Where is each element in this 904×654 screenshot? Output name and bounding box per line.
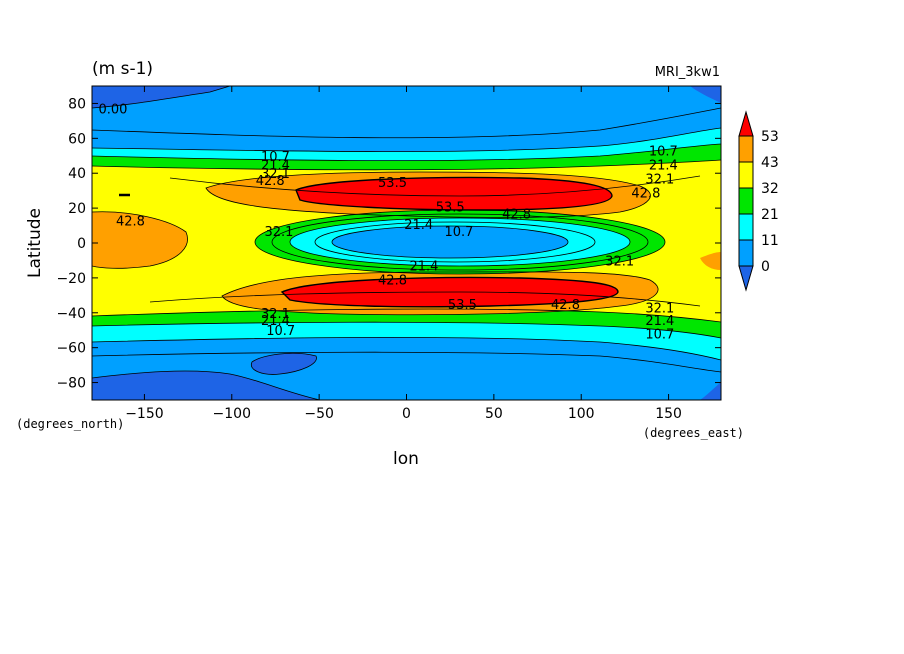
contour-label: 10.7: [444, 225, 473, 240]
contour-label: 53.5: [448, 298, 477, 313]
x-tick-label: −150: [125, 406, 163, 422]
contour-label: 21.4: [261, 159, 290, 174]
colorbar-label: 11: [761, 233, 779, 249]
band-below-0-ne: [690, 86, 721, 103]
x-axis-title: lon: [393, 449, 419, 469]
colorbar-bottom-arrow: [738, 265, 754, 292]
contour-label: 10.7: [266, 324, 295, 339]
contour-label: 53.5: [436, 200, 465, 215]
colorbar-label: 43: [761, 155, 779, 171]
contour-label: 53.5: [378, 176, 407, 191]
colorbar-label: 32: [761, 181, 779, 197]
x-tick-label: 100: [568, 406, 595, 422]
contour-label: 21.4: [261, 314, 290, 329]
contour-label: 21.4: [404, 218, 433, 233]
contour-label: 42.8: [378, 274, 407, 289]
x-tick-label: −50: [304, 406, 334, 422]
y-tick-label: 60: [68, 131, 86, 147]
colorbar-label: 53: [761, 129, 779, 145]
band-0-11-equator: [332, 226, 568, 258]
contour-label: 10.7: [649, 145, 678, 160]
band-below-0-nw: [92, 86, 230, 108]
colorbar-top-arrow: [738, 110, 754, 137]
band-above-53-north: [296, 177, 612, 210]
y-axis: −80 −60 −40 −20 0 20 40 60 80: [56, 96, 721, 392]
units-title: (m s-1): [92, 59, 153, 79]
colorbar-swatch: [738, 187, 754, 215]
band-below-0-blob: [251, 353, 317, 375]
y-tick-label: −80: [56, 376, 86, 392]
contour-label: 0.00: [98, 103, 127, 118]
contour-label: 32.1: [261, 167, 290, 182]
contour-label: 21.4: [409, 260, 438, 275]
colorbar-swatch: [738, 213, 754, 241]
contour-fill: [92, 86, 721, 400]
y-tick-label: 20: [68, 201, 86, 217]
x-tick-label: −100: [213, 406, 251, 422]
x-axis: −150 −100 −50 0 50 100 150: [125, 86, 682, 422]
y-units-label: (degrees_north): [16, 417, 124, 431]
x-tick-label: 0: [402, 406, 411, 422]
contour-label: 32.1: [645, 302, 674, 317]
y-tick-label: 80: [68, 96, 86, 112]
band-below-0-sw: [92, 371, 320, 400]
contour-label: 32.1: [261, 307, 290, 322]
colorbar-swatch: [738, 239, 754, 267]
band-43-53-west: [92, 211, 188, 269]
x-units-label: (degrees_east): [643, 426, 744, 440]
band-below-0-se: [700, 382, 721, 400]
colorbar-label: 0: [761, 259, 770, 275]
colorbar-swatch: [738, 135, 754, 163]
x-tick-label: 50: [485, 406, 503, 422]
contour-label: 10.7: [645, 328, 674, 343]
colorbar-label: 21: [761, 207, 779, 223]
contour-label: 21.4: [649, 159, 678, 174]
colorbar: 53 43 32 21 11 0: [738, 110, 779, 292]
band-43-53-east: [700, 252, 721, 270]
y-tick-label: −40: [56, 306, 86, 322]
contour-label: 32.1: [264, 225, 293, 240]
model-title: MRI_3kw1: [655, 65, 720, 80]
contour-label: 42.8: [116, 214, 145, 229]
x-tick-label: 150: [655, 406, 682, 422]
y-tick-label: −20: [56, 271, 86, 287]
contour-lines: [92, 86, 721, 400]
y-tick-label: −60: [56, 341, 86, 357]
y-tick-label: 40: [68, 166, 86, 182]
contour-label: 32.1: [605, 254, 634, 269]
contour-label: 32.1: [645, 172, 674, 187]
contour-label: 42.8: [551, 298, 580, 313]
contour-label: 42.8: [256, 174, 285, 189]
contour-label: 21.4: [645, 314, 674, 329]
y-tick-label: 0: [77, 236, 86, 252]
contour-label: 10.7: [261, 150, 290, 165]
colorbar-swatch: [738, 161, 754, 189]
contour-label: 42.8: [502, 207, 531, 222]
y-axis-title: Latitude: [25, 208, 45, 278]
contour-label: 42.8: [631, 186, 660, 201]
